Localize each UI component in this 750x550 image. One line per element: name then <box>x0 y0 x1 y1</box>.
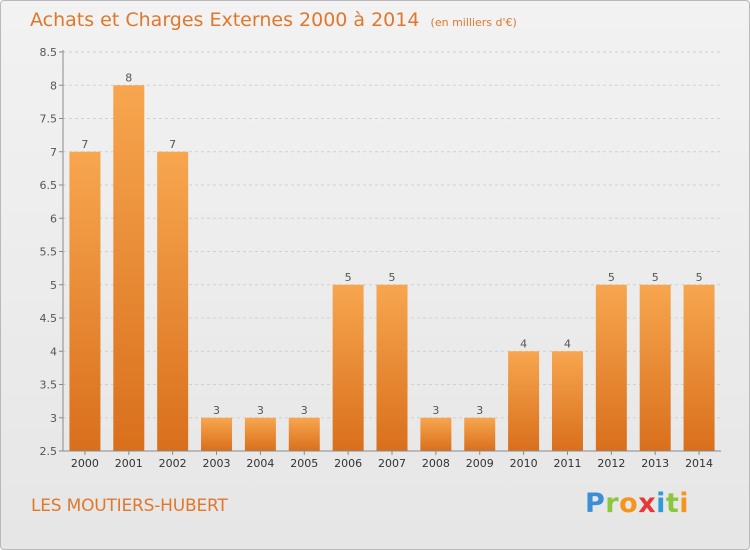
proxiti-logo: Proxiti <box>585 488 689 519</box>
x-tick-label: 2000 <box>71 457 99 470</box>
y-tick-label: 4.5 <box>40 312 58 325</box>
logo-letter: i <box>679 488 690 519</box>
bar <box>288 417 320 451</box>
data-label: 3 <box>213 404 220 417</box>
logo-letter: r <box>605 488 620 519</box>
y-tick-label: 6 <box>50 212 57 225</box>
bar <box>157 151 189 451</box>
bar <box>464 417 496 451</box>
bar <box>420 417 452 451</box>
bar <box>69 151 101 451</box>
x-tick-label: 2012 <box>597 457 625 470</box>
x-tick-label: 2013 <box>641 457 669 470</box>
axes <box>59 50 721 455</box>
logo-letter: t <box>665 488 680 519</box>
title-row: Achats et Charges Externes 2000 à 2014 (… <box>30 9 517 31</box>
data-label: 5 <box>345 271 352 284</box>
bar <box>683 284 715 451</box>
y-tick-label: 3.5 <box>40 379 58 392</box>
x-tick-label: 2007 <box>378 457 406 470</box>
bar <box>508 351 540 451</box>
bar <box>113 85 145 451</box>
x-tick-label: 2001 <box>115 457 143 470</box>
y-tick-label: 7 <box>50 146 57 159</box>
data-label: 4 <box>520 337 527 350</box>
labels: 2.5 3 3.5 4 4.5 5 5.5 6 6.5 7 7.5 8 8.5 7 2000 8 2001 7 20… <box>40 46 714 470</box>
bar <box>595 284 627 451</box>
data-label: 3 <box>257 404 264 417</box>
data-label: 7 <box>169 138 176 151</box>
bar <box>551 351 583 451</box>
bar <box>201 417 233 451</box>
y-tick-label: 8.5 <box>40 46 58 59</box>
logo-letter: o <box>619 488 639 519</box>
x-tick-label: 2009 <box>466 457 494 470</box>
y-tick-label: 6.5 <box>40 179 58 192</box>
x-tick-label: 2003 <box>203 457 231 470</box>
data-label: 5 <box>652 271 659 284</box>
data-label: 7 <box>81 138 88 151</box>
x-tick-label: 2004 <box>246 457 274 470</box>
bar <box>244 417 276 451</box>
chart-title: Achats et Charges Externes 2000 à 2014 <box>30 9 420 31</box>
bar <box>376 284 408 451</box>
y-tick-label: 4 <box>50 345 57 358</box>
data-label: 4 <box>564 337 571 350</box>
y-tick-label: 7.5 <box>40 113 58 126</box>
bar <box>639 284 671 451</box>
logo-letter: x <box>638 488 657 519</box>
logo-letter: P <box>585 488 606 519</box>
data-label: 5 <box>608 271 615 284</box>
chart-unit: (en milliers d'€) <box>430 16 517 29</box>
data-label: 3 <box>301 404 308 417</box>
y-tick-label: 2.5 <box>40 445 58 458</box>
data-label: 5 <box>696 271 703 284</box>
x-tick-label: 2005 <box>290 457 318 470</box>
y-tick-label: 8 <box>50 79 57 92</box>
data-label: 3 <box>476 404 483 417</box>
y-tick-label: 3 <box>50 412 57 425</box>
data-label: 8 <box>125 71 132 84</box>
bar <box>332 284 364 451</box>
bars <box>69 85 715 451</box>
commune-name: LES MOUTIERS-HUBERT <box>31 496 228 516</box>
y-tick-label: 5 <box>50 279 57 292</box>
x-tick-label: 2002 <box>159 457 187 470</box>
x-tick-label: 2014 <box>685 457 713 470</box>
data-label: 3 <box>432 404 439 417</box>
x-tick-label: 2011 <box>553 457 581 470</box>
y-tick-label: 5.5 <box>40 246 58 259</box>
x-tick-label: 2010 <box>510 457 538 470</box>
x-tick-label: 2008 <box>422 457 450 470</box>
logo-letter: i <box>656 488 666 519</box>
data-label: 5 <box>389 271 396 284</box>
x-tick-label: 2006 <box>334 457 362 470</box>
